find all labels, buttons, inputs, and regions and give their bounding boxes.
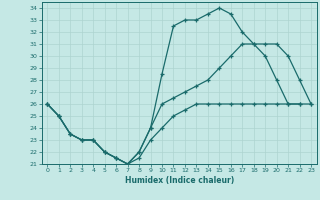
X-axis label: Humidex (Indice chaleur): Humidex (Indice chaleur)	[124, 176, 234, 185]
